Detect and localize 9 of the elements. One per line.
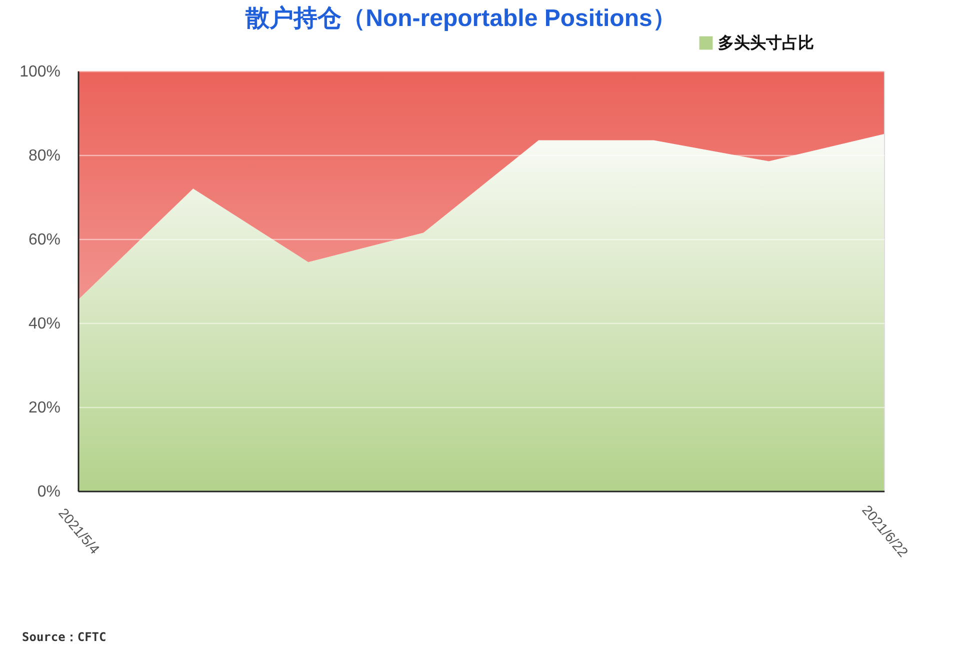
y-tick-label: 20% — [28, 400, 60, 416]
legend-label: 多头头寸占比 — [718, 34, 814, 52]
y-tick-label: 60% — [28, 232, 60, 248]
y-tick-label: 40% — [28, 316, 60, 332]
y-tick-label: 100% — [20, 64, 60, 80]
chart-title: 散户持仓（Non-reportable Positions） — [244, 5, 676, 32]
y-tick-label: 80% — [28, 148, 60, 164]
y-tick-label: 0% — [37, 484, 60, 500]
source-note: Source：CFTC — [22, 630, 106, 644]
